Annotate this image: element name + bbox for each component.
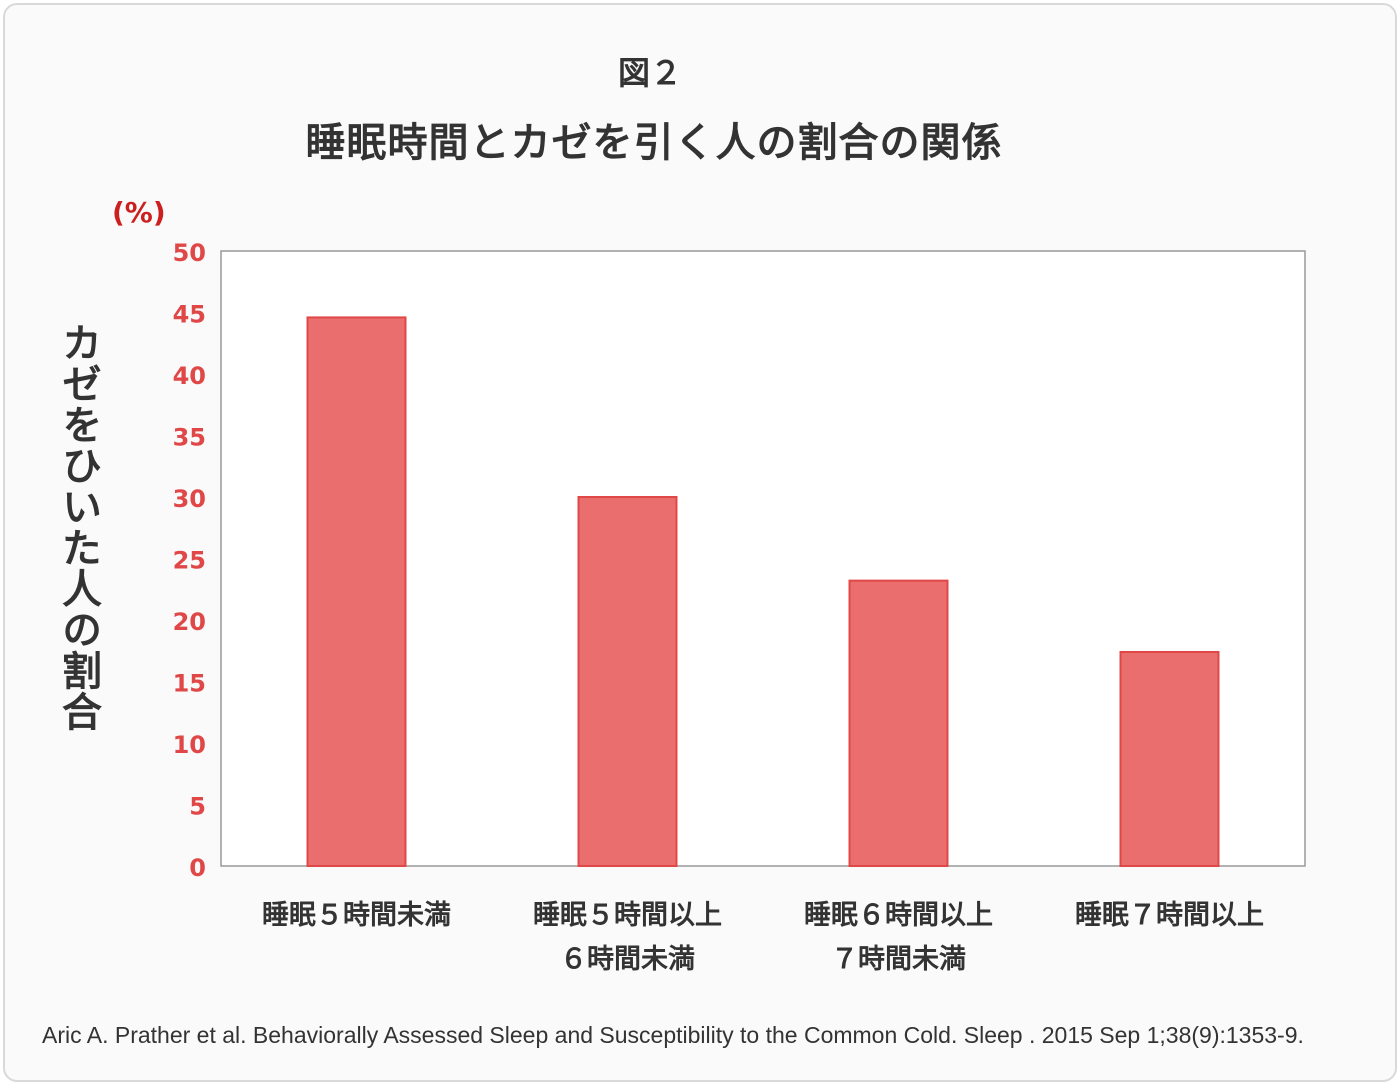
y-axis-unit: (%)	[112, 196, 166, 229]
bar	[577, 496, 678, 867]
bar	[306, 316, 407, 868]
y-tick-label: 40	[173, 362, 206, 390]
y-tick-label: 0	[189, 854, 206, 882]
y-tick-label: 25	[173, 547, 206, 575]
y-tick-label: 50	[173, 239, 206, 267]
y-tick-label: 10	[173, 731, 206, 759]
x-tick-label: 睡眠７時間以上	[1075, 900, 1264, 931]
y-tick-label: 45	[173, 301, 206, 329]
bar	[848, 579, 949, 867]
bar-chart: 0 5 10 15 20 25 30 35 40 45 50 睡眠５時間未満 睡眠５時間以上 ６時間未満 睡…	[173, 239, 1306, 975]
y-tick-label: 35	[173, 424, 206, 452]
chart-title: 睡眠時間とカゼを引く人の割合の関係	[305, 120, 1003, 166]
y-axis-label: カゼをひいた人の割合	[55, 322, 101, 732]
source-citation: Aric A. Prather et al. Behaviorally Asse…	[42, 1022, 1304, 1048]
x-tick-label: ６時間未満	[560, 944, 695, 975]
x-tick-label: 睡眠５時間以上	[533, 900, 722, 931]
y-tick-label: 20	[173, 608, 206, 636]
x-tick-label: 睡眠６時間以上	[804, 900, 993, 931]
x-tick-label: ７時間未満	[831, 944, 966, 975]
y-tick-label: 30	[173, 485, 206, 513]
y-tick-label: 5	[189, 793, 206, 821]
x-tick-label: 睡眠５時間未満	[262, 900, 451, 931]
figure-label: 図２	[617, 54, 682, 92]
bar	[1119, 650, 1220, 867]
y-tick-label: 15	[173, 670, 206, 698]
